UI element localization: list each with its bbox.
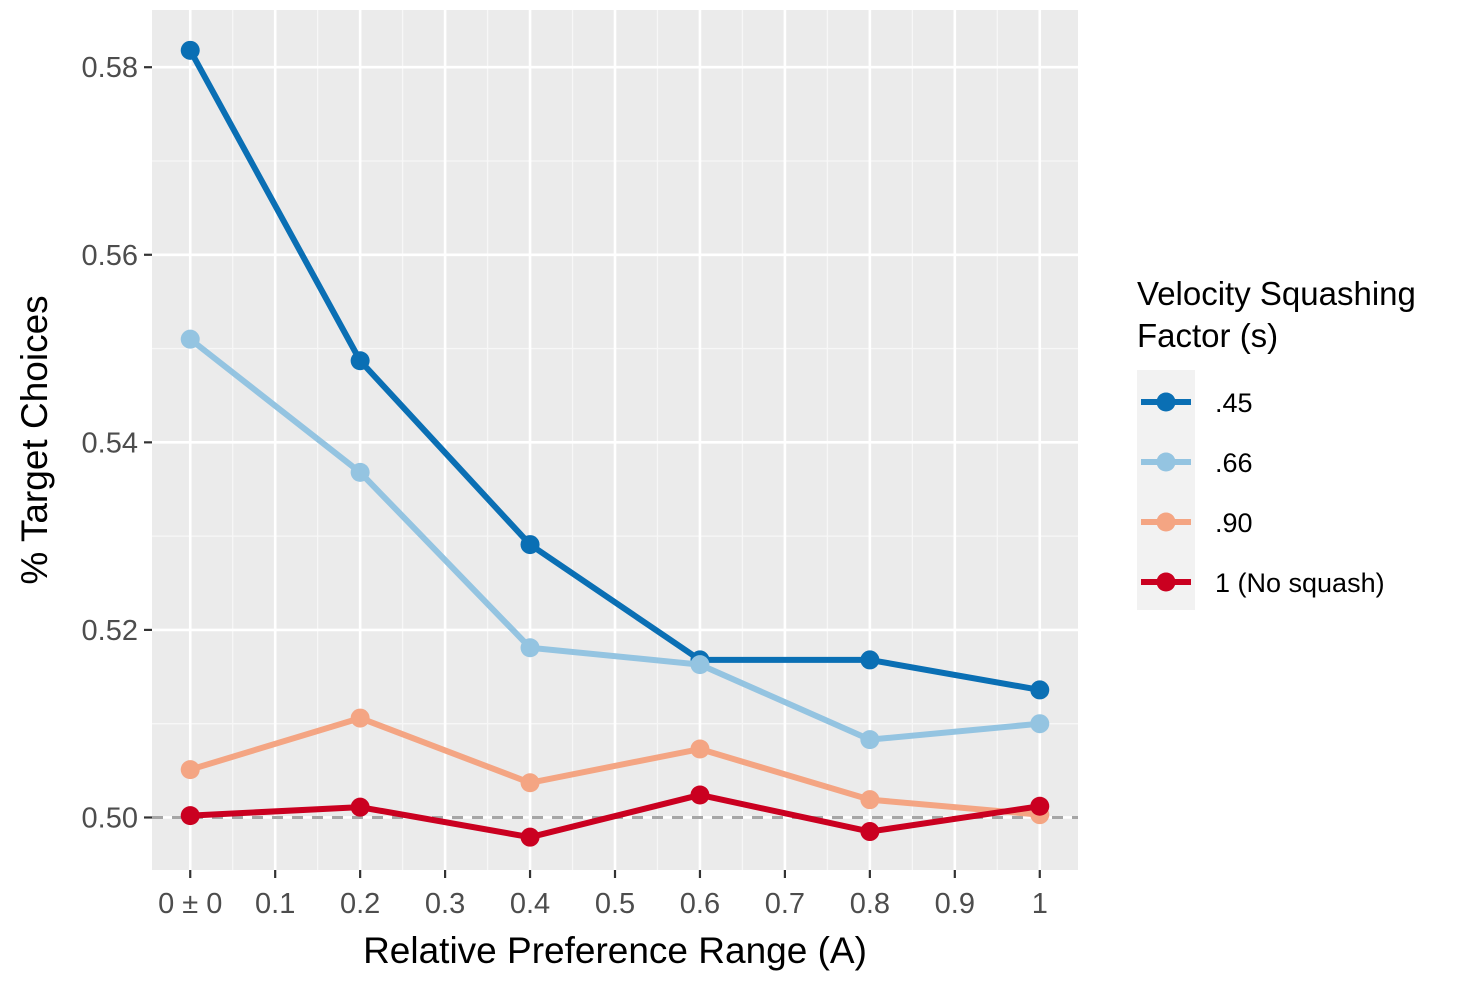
x-tick-label: 0.2 [340, 888, 380, 920]
data-point-66 [520, 638, 540, 658]
data-point-90 [520, 773, 540, 793]
legend-key-point [1156, 572, 1176, 592]
y-tick-label: 0.52 [82, 615, 138, 647]
legend-key-point [1156, 392, 1176, 412]
data-point-45 [350, 351, 370, 371]
data-point-1-no-squash [1030, 796, 1050, 816]
legend-items: .45 .66 .90 1 (No squash) [1141, 388, 1385, 598]
data-point-66 [860, 730, 880, 750]
series-1-no-squash [180, 785, 1050, 847]
data-point-90 [860, 790, 880, 810]
legend-title-line-1: Velocity Squashing [1137, 275, 1416, 312]
data-point-90 [350, 708, 370, 728]
data-point-1-no-squash [350, 797, 370, 817]
data-point-1-no-squash [180, 806, 200, 826]
legend-label: .90 [1215, 508, 1253, 538]
series-line-90 [189, 715, 1041, 818]
legend-item-90: .90 [1141, 508, 1253, 538]
y-tick-label: 0.50 [82, 802, 138, 834]
legend-item-45: .45 [1141, 388, 1253, 418]
y-axis-title: % Target Choices [14, 295, 55, 584]
x-axis-title: Relative Preference Range (A) [363, 930, 867, 971]
legend-title-line-2: Factor (s) [1137, 317, 1278, 354]
legend-label: .66 [1215, 448, 1253, 478]
legend-label: 1 (No squash) [1215, 568, 1385, 598]
data-point-90 [690, 739, 710, 759]
x-tick-label: 0.3 [425, 888, 465, 920]
data-point-66 [690, 655, 710, 675]
x-tick-label: 0 ± 0 [158, 888, 222, 920]
data-point-1-no-squash [690, 785, 710, 805]
data-point-1-no-squash [520, 827, 540, 847]
x-tick-label: 0.5 [595, 888, 635, 920]
y-tick-label: 0.54 [82, 427, 138, 459]
x-tick-label: 0.6 [680, 888, 720, 920]
data-point-45 [1030, 680, 1050, 700]
y-axis: 0.50 0.52 0.54 0.56 0.58 [82, 52, 152, 834]
data-point-45 [860, 650, 880, 670]
data-point-45 [520, 535, 540, 555]
series-line-66 [188, 336, 1041, 743]
major-gridlines [152, 10, 1078, 870]
legend-key-point [1156, 512, 1176, 532]
x-tick-label: 0.9 [935, 888, 975, 920]
x-axis: 0 ± 0 0.1 0.2 0.3 0.4 0.5 0.6 0.7 0.8 0.9 1 [158, 870, 1048, 920]
legend: Velocity Squashing Factor (s) .45 .66 .90 1… [1137, 275, 1416, 610]
series-66 [180, 329, 1050, 750]
data-point-45 [180, 40, 200, 60]
y-tick-label: 0.56 [82, 240, 138, 272]
legend-label: .45 [1215, 388, 1253, 418]
series-line-45 [187, 48, 1041, 693]
legend-key-point [1156, 452, 1176, 472]
data-point-66 [350, 462, 370, 482]
legend-item-1-no-squash: 1 (No squash) [1141, 568, 1385, 598]
x-tick-label: 0.8 [850, 888, 890, 920]
data-point-66 [180, 329, 200, 349]
series-layer [180, 40, 1050, 847]
x-tick-label: 0.1 [255, 888, 295, 920]
x-tick-label: 1 [1032, 888, 1048, 920]
data-point-1-no-squash [860, 822, 880, 842]
data-point-66 [1030, 714, 1050, 734]
data-point-90 [180, 760, 200, 780]
x-tick-label: 0.4 [510, 888, 550, 920]
x-tick-label: 0.7 [765, 888, 805, 920]
legend-item-66: .66 [1141, 448, 1253, 478]
series-line-1-no-squash [190, 791, 1041, 841]
y-tick-label: 0.58 [82, 52, 138, 84]
